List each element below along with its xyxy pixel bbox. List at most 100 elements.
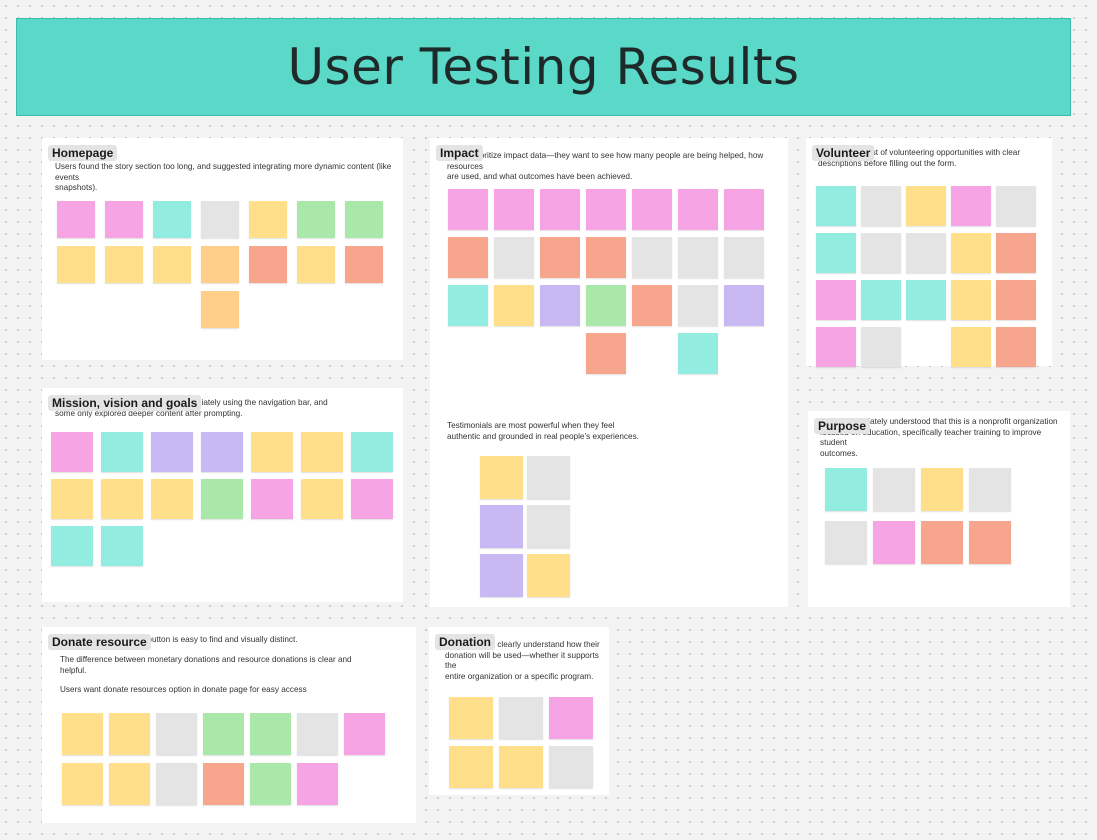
sticky-note[interactable] bbox=[499, 697, 543, 739]
sticky-note[interactable] bbox=[586, 333, 626, 374]
sticky-note[interactable] bbox=[499, 746, 543, 788]
sticky-note[interactable] bbox=[448, 189, 488, 230]
sticky-note[interactable] bbox=[816, 280, 856, 320]
sticky-note[interactable] bbox=[351, 479, 393, 519]
sticky-note[interactable] bbox=[825, 521, 867, 564]
sticky-note[interactable] bbox=[540, 189, 580, 230]
sticky-note[interactable] bbox=[969, 521, 1011, 564]
sticky-note[interactable] bbox=[678, 285, 718, 326]
frame-donation[interactable]: Donation Users want to clearly understan… bbox=[429, 627, 609, 795]
sticky-note[interactable] bbox=[153, 246, 191, 283]
sticky-note[interactable] bbox=[480, 554, 523, 597]
sticky-note[interactable] bbox=[678, 189, 718, 230]
sticky-note[interactable] bbox=[906, 280, 946, 320]
sticky-note[interactable] bbox=[678, 333, 718, 374]
sticky-note[interactable] bbox=[449, 697, 493, 739]
frame-purpose[interactable]: Purpose Users immediately understood tha… bbox=[808, 411, 1070, 607]
sticky-note[interactable] bbox=[861, 233, 901, 273]
board-title-banner[interactable]: User Testing Results bbox=[16, 18, 1071, 116]
sticky-note[interactable] bbox=[632, 285, 672, 326]
sticky-note[interactable] bbox=[251, 479, 293, 519]
sticky-note[interactable] bbox=[494, 189, 534, 230]
sticky-note[interactable] bbox=[57, 246, 95, 283]
sticky-note[interactable] bbox=[724, 189, 764, 230]
sticky-note[interactable] bbox=[201, 246, 239, 283]
sticky-note[interactable] bbox=[448, 237, 488, 278]
sticky-note[interactable] bbox=[250, 713, 291, 755]
frame-donate-resource[interactable]: Donate resource Users found the donate b… bbox=[42, 627, 416, 823]
sticky-note[interactable] bbox=[724, 237, 764, 278]
sticky-note[interactable] bbox=[151, 479, 193, 519]
sticky-note[interactable] bbox=[101, 479, 143, 519]
sticky-note[interactable] bbox=[873, 521, 915, 564]
sticky-note[interactable] bbox=[586, 189, 626, 230]
sticky-note[interactable] bbox=[203, 713, 244, 755]
sticky-note[interactable] bbox=[586, 237, 626, 278]
sticky-note[interactable] bbox=[51, 526, 93, 566]
sticky-note[interactable] bbox=[301, 432, 343, 472]
sticky-note[interactable] bbox=[540, 237, 580, 278]
sticky-note[interactable] bbox=[527, 505, 570, 548]
sticky-note[interactable] bbox=[527, 456, 570, 499]
sticky-note[interactable] bbox=[51, 479, 93, 519]
sticky-note[interactable] bbox=[351, 432, 393, 472]
sticky-note[interactable] bbox=[951, 327, 991, 367]
sticky-note[interactable] bbox=[586, 285, 626, 326]
sticky-note[interactable] bbox=[494, 285, 534, 326]
sticky-note[interactable] bbox=[951, 280, 991, 320]
sticky-note[interactable] bbox=[101, 526, 143, 566]
sticky-note[interactable] bbox=[151, 432, 193, 472]
sticky-note[interactable] bbox=[345, 246, 383, 283]
frame-volunteer[interactable]: Volunteer Users want a list of volunteer… bbox=[806, 138, 1052, 367]
sticky-note[interactable] bbox=[906, 186, 946, 226]
sticky-note[interactable] bbox=[632, 237, 672, 278]
frame-mission[interactable]: Mission, vision and goals Users read the… bbox=[42, 388, 403, 602]
sticky-note[interactable] bbox=[156, 713, 197, 755]
sticky-note[interactable] bbox=[201, 479, 243, 519]
sticky-note[interactable] bbox=[921, 468, 963, 511]
sticky-note[interactable] bbox=[62, 763, 103, 805]
sticky-note[interactable] bbox=[105, 246, 143, 283]
sticky-note[interactable] bbox=[101, 432, 143, 472]
sticky-note[interactable] bbox=[494, 237, 534, 278]
sticky-note[interactable] bbox=[249, 201, 287, 238]
sticky-note[interactable] bbox=[51, 432, 93, 472]
sticky-note[interactable] bbox=[906, 233, 946, 273]
sticky-note[interactable] bbox=[951, 186, 991, 226]
sticky-note[interactable] bbox=[678, 237, 718, 278]
sticky-note[interactable] bbox=[825, 468, 867, 511]
sticky-note[interactable] bbox=[861, 186, 901, 226]
sticky-note[interactable] bbox=[969, 468, 1011, 511]
frame-impact[interactable]: Impact Users prioritize impact data—they… bbox=[430, 138, 788, 607]
sticky-note[interactable] bbox=[724, 285, 764, 326]
sticky-note[interactable] bbox=[203, 763, 244, 805]
sticky-note[interactable] bbox=[57, 201, 95, 238]
sticky-note[interactable] bbox=[540, 285, 580, 326]
sticky-note[interactable] bbox=[549, 746, 593, 788]
sticky-note[interactable] bbox=[951, 233, 991, 273]
sticky-note[interactable] bbox=[297, 201, 335, 238]
sticky-note[interactable] bbox=[816, 233, 856, 273]
sticky-note[interactable] bbox=[156, 763, 197, 805]
sticky-note[interactable] bbox=[921, 521, 963, 564]
sticky-note[interactable] bbox=[201, 291, 239, 328]
sticky-note[interactable] bbox=[251, 432, 293, 472]
sticky-note[interactable] bbox=[873, 468, 915, 511]
sticky-note[interactable] bbox=[480, 456, 523, 499]
sticky-note[interactable] bbox=[996, 233, 1036, 273]
sticky-note[interactable] bbox=[201, 432, 243, 472]
sticky-note[interactable] bbox=[480, 505, 523, 548]
sticky-note[interactable] bbox=[62, 713, 103, 755]
sticky-note[interactable] bbox=[345, 201, 383, 238]
sticky-note[interactable] bbox=[861, 327, 901, 367]
sticky-note[interactable] bbox=[201, 201, 239, 238]
sticky-note[interactable] bbox=[996, 186, 1036, 226]
sticky-note[interactable] bbox=[996, 280, 1036, 320]
sticky-note[interactable] bbox=[109, 713, 150, 755]
frame-homepage[interactable]: Homepage Users found the story section t… bbox=[42, 138, 403, 360]
sticky-note[interactable] bbox=[996, 327, 1036, 367]
sticky-note[interactable] bbox=[816, 186, 856, 226]
sticky-note[interactable] bbox=[344, 713, 385, 755]
sticky-note[interactable] bbox=[448, 285, 488, 326]
sticky-note[interactable] bbox=[250, 763, 291, 805]
